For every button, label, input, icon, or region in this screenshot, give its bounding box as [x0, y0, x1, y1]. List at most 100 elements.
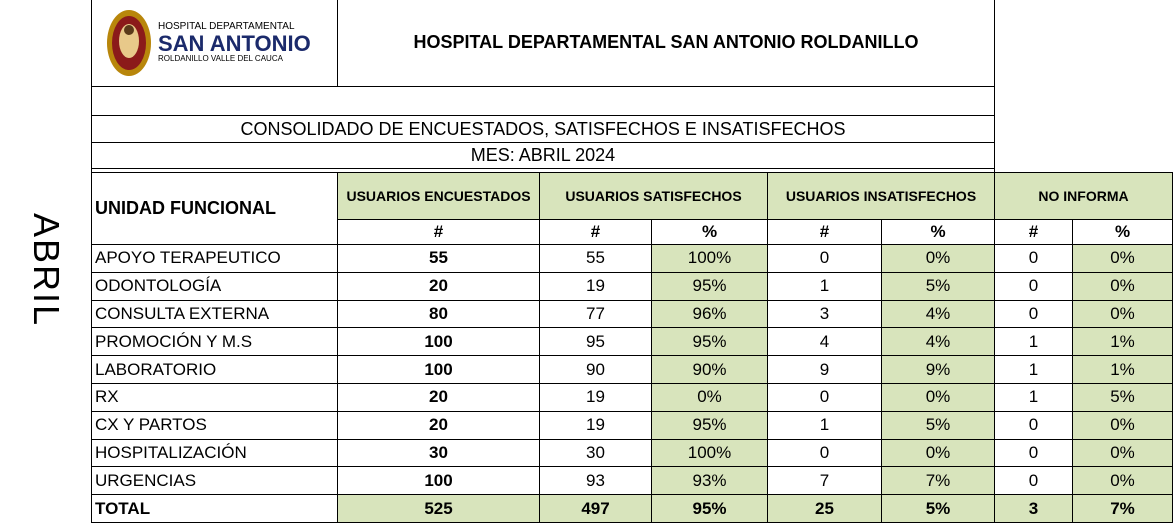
- cell: 1: [767, 271, 882, 301]
- subtitle: CONSOLIDADO DE ENCUESTADOS, SATISFECHOS …: [91, 115, 995, 143]
- row-label: PROMOCIÓN Y M.S: [91, 327, 338, 357]
- cell: 1: [767, 410, 882, 440]
- cell: 100: [337, 327, 540, 357]
- row-label: LABORATORIO: [91, 355, 338, 384]
- cell: 19: [539, 383, 652, 412]
- cell: 90: [539, 355, 652, 384]
- cell: 525: [337, 494, 540, 523]
- side-box: ABRIL: [0, 160, 92, 380]
- cell: 95%: [651, 410, 768, 440]
- cell: 0%: [1072, 299, 1173, 329]
- row-label: APOYO TERAPEUTICO: [91, 244, 338, 273]
- cell: 3: [994, 494, 1073, 523]
- row-label: ODONTOLOGÍA: [91, 271, 338, 301]
- subheader: %: [881, 219, 995, 245]
- logo-line: HOSPITAL DEPARTAMENTAL: [158, 20, 295, 32]
- cell: 93: [539, 466, 652, 496]
- cell: 100: [337, 466, 540, 496]
- cell: 20: [337, 410, 540, 440]
- cell: 19: [539, 271, 652, 301]
- cell: 0: [994, 410, 1073, 440]
- subheader: #: [767, 219, 882, 245]
- cell: 0%: [1072, 271, 1173, 301]
- cell: 5%: [881, 410, 995, 440]
- cell: 96%: [651, 299, 768, 329]
- logo-line: ROLDANILLO VALLE DEL CAUCA: [158, 54, 283, 64]
- cell: 20: [337, 271, 540, 301]
- cell: 0: [767, 244, 882, 273]
- cell: 0%: [881, 438, 995, 468]
- subheader: %: [651, 219, 768, 245]
- cell: 5%: [1072, 383, 1173, 412]
- title: HOSPITAL DEPARTAMENTAL SAN ANTONIO ROLDA…: [337, 0, 995, 87]
- logo-cell: HOSPITAL DEPARTAMENTAL SAN ANTONIO ROLDA…: [91, 0, 338, 87]
- column-header: USUARIOS INSATISFECHOS: [767, 172, 995, 220]
- cell: 95%: [651, 271, 768, 301]
- cell: 5%: [881, 494, 995, 523]
- cell: 0: [994, 271, 1073, 301]
- cell: 0%: [1072, 466, 1173, 496]
- cell: 95%: [651, 494, 768, 523]
- row-label: URGENCIAS: [91, 466, 338, 496]
- month: MES: ABRIL 2024: [91, 142, 995, 169]
- cell: 30: [539, 438, 652, 468]
- cell: 30: [337, 438, 540, 468]
- cell: 5%: [881, 271, 995, 301]
- cell: 7: [767, 466, 882, 496]
- logo-name: SAN ANTONIO: [158, 31, 311, 56]
- cell: 7%: [881, 466, 995, 496]
- cell: 0: [767, 383, 882, 412]
- cell: 0%: [1072, 438, 1173, 468]
- cell: 0: [994, 438, 1073, 468]
- row-label: CONSULTA EXTERNA: [91, 299, 338, 329]
- row-label: RX: [91, 383, 338, 412]
- cell: 0: [994, 466, 1073, 496]
- cell: 9%: [881, 355, 995, 384]
- side-label: ABRIL: [26, 212, 68, 328]
- cell: 25: [767, 494, 882, 523]
- cell: 7%: [1072, 494, 1173, 523]
- cell: 0: [994, 244, 1073, 273]
- column-header: USUARIOS ENCUESTADOS: [337, 172, 540, 220]
- cell: 93%: [651, 466, 768, 496]
- logo-emblem: [107, 9, 151, 76]
- cell: 0%: [881, 244, 995, 273]
- subheader: #: [337, 219, 540, 245]
- cell: 4: [767, 327, 882, 357]
- cell: 19: [539, 410, 652, 440]
- cell: 100: [337, 355, 540, 384]
- subheader: %: [1072, 219, 1173, 245]
- cell: 1: [994, 327, 1073, 357]
- subheader: #: [994, 219, 1073, 245]
- cell: 4%: [881, 299, 995, 329]
- cell: 90%: [651, 355, 768, 384]
- row-label: TOTAL: [91, 494, 338, 523]
- cell: 1%: [1072, 355, 1173, 384]
- cell: 0%: [1072, 244, 1173, 273]
- column-header: UNIDAD FUNCIONAL: [91, 172, 338, 245]
- cell: 100%: [651, 244, 768, 273]
- column-header: NO INFORMA: [994, 172, 1173, 220]
- cell: 9: [767, 355, 882, 384]
- cell: 497: [539, 494, 652, 523]
- cell: 0: [767, 438, 882, 468]
- cell: 0: [994, 299, 1073, 329]
- cell: 100%: [651, 438, 768, 468]
- cell: 4%: [881, 327, 995, 357]
- cell: 0%: [651, 383, 768, 412]
- row-label: HOSPITALIZACIÓN: [91, 438, 338, 468]
- cell: 55: [539, 244, 652, 273]
- subheader: #: [539, 219, 652, 245]
- blank-row: [91, 86, 995, 116]
- cell: 95: [539, 327, 652, 357]
- cell: 0%: [881, 383, 995, 412]
- cell: 95%: [651, 327, 768, 357]
- cell: 1%: [1072, 327, 1173, 357]
- cell: 1: [994, 355, 1073, 384]
- column-header: USUARIOS SATISFECHOS: [539, 172, 768, 220]
- cell: 0%: [1072, 410, 1173, 440]
- cell: 77: [539, 299, 652, 329]
- row-label: CX Y PARTOS: [91, 410, 338, 440]
- cell: 3: [767, 299, 882, 329]
